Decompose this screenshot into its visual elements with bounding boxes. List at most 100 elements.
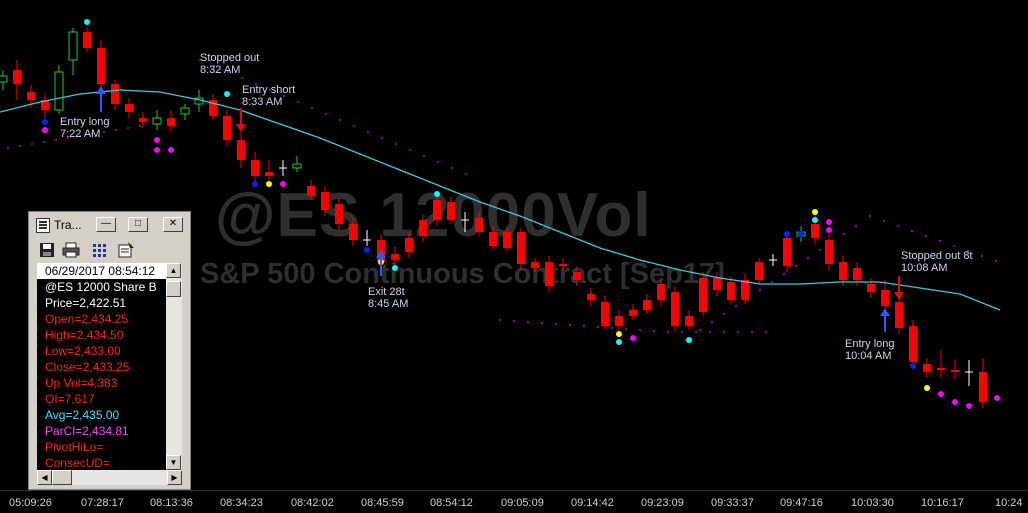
annotation-entry-long-1: Entry long 7:22 AM (60, 116, 110, 140)
candle-body-down (209, 100, 217, 116)
maximize-button[interactable]: □ (128, 217, 148, 232)
tracking-row-parcl: ParCl=2,434.81 (45, 424, 129, 438)
parabolic-dot (43, 141, 45, 143)
time-tick: 09:47:16 (780, 497, 823, 509)
scroll-right-icon[interactable]: ▶ (167, 470, 182, 485)
candle-body-down (657, 284, 665, 300)
candle-body-down (167, 118, 175, 126)
pivot-marker (252, 181, 258, 187)
parabolic-dot (451, 167, 453, 169)
parabolic-dot (67, 137, 69, 139)
scroll-up-icon[interactable]: ▲ (166, 263, 181, 278)
pivot-marker (224, 91, 230, 97)
parabolic-dot (765, 331, 767, 333)
tracking-row-symbol: @ES 12000 Share B (45, 280, 157, 294)
parabolic-dot (953, 245, 955, 247)
parabolic-dot (139, 125, 141, 127)
candle-body-down (349, 224, 357, 240)
parabolic-dot (227, 71, 229, 73)
grid-icon[interactable] (91, 241, 109, 259)
parabolic-dot (897, 225, 899, 227)
tracking-row-upvol: Up Vol=4,383 (45, 376, 118, 390)
time-tick: 08:45:59 (361, 497, 404, 509)
tracking-row-close: Close=2,433.25 (45, 360, 130, 374)
parabolic-dot (843, 233, 845, 235)
candle-body-down (97, 48, 105, 84)
minimize-button[interactable]: — (96, 217, 116, 232)
candle-body-down (587, 294, 595, 300)
parabolic-dot (311, 107, 313, 109)
parabolic-dot (925, 235, 927, 237)
parabolic-dot (681, 331, 683, 333)
parabolic-dot (653, 330, 655, 332)
pivot-marker (154, 137, 160, 143)
tracking-window[interactable]: Tra... — □ ✕ 06/29/2017 08:54:12 @ES 120… (28, 211, 191, 490)
parabolic-dot (911, 230, 913, 232)
parabolic-dot (241, 77, 243, 79)
tracking-row-low: Low=2,433.00 (45, 344, 121, 358)
pivot-marker (154, 147, 160, 153)
candle-body-down (27, 92, 35, 100)
time-tick: 09:23:09 (641, 497, 684, 509)
tracking-window-icon (36, 218, 50, 233)
candle-body-down (867, 284, 875, 292)
scroll-left-icon[interactable]: ◀ (37, 470, 52, 485)
pivot-marker (616, 339, 622, 345)
parabolic-dot (667, 331, 669, 333)
parabolic-dot (583, 325, 585, 327)
tracking-row-pivothilo: PivotHiLo= (45, 440, 104, 454)
pivot-marker (686, 337, 692, 343)
horizontal-scrollbar[interactable]: ◀ ▶ (37, 470, 182, 485)
watermark-description: S&P 500 Continuous Contract [Sep17] (200, 258, 725, 290)
pivot-marker (616, 331, 622, 337)
time-tick: 08:34:23 (220, 497, 263, 509)
parabolic-dot (409, 149, 411, 151)
hscroll-thumb[interactable] (52, 470, 72, 485)
candle-body-down (825, 240, 833, 264)
annotation-entry-short: Entry short 8:33 AM (242, 84, 296, 108)
parabolic-dot (213, 65, 215, 67)
scroll-down-icon[interactable]: ▼ (166, 455, 181, 470)
candle-body-down (335, 204, 343, 224)
candle-body-down (433, 200, 441, 220)
candle-body-down (391, 254, 399, 260)
tracking-window-title: Tra... (54, 218, 82, 232)
vertical-scrollbar[interactable]: ▲ ▼ (166, 263, 182, 470)
candle-body-down (979, 372, 987, 402)
candle-body-down (643, 300, 651, 310)
properties-icon[interactable] (117, 241, 135, 259)
scroll-thumb[interactable] (166, 281, 181, 297)
parabolic-dot (639, 329, 641, 331)
save-icon[interactable] (38, 241, 56, 259)
candle-body-down (923, 364, 931, 372)
pivot-marker (266, 181, 272, 187)
pivot-marker (910, 363, 916, 369)
tracking-window-titlebar[interactable]: Tra... — □ ✕ (30, 213, 189, 236)
annotation-stopped-out-1: Stopped out 8:32 AM (200, 52, 260, 76)
parabolic-dot (759, 289, 761, 291)
candle-body-down (713, 278, 721, 290)
tracking-values-list[interactable]: 06/29/2017 08:54:12 @ES 12000 Share B Pr… (37, 263, 166, 470)
candle-body-down (811, 224, 819, 238)
parabolic-dot (555, 323, 557, 325)
parabolic-dot (723, 331, 725, 333)
candle-body-up (54, 71, 64, 111)
candle-body-down (853, 268, 861, 280)
close-button[interactable]: ✕ (163, 217, 183, 232)
parabolic-dot (699, 329, 701, 331)
candle-body-down (111, 84, 119, 104)
pivot-marker (994, 395, 1000, 401)
parabolic-dot (91, 133, 93, 135)
print-icon[interactable] (62, 241, 80, 259)
candle-body-down (307, 186, 315, 196)
candle-body-up (68, 31, 78, 61)
candle-body-down (559, 264, 567, 266)
candle-body-down (951, 370, 959, 372)
watermark-symbol: @ES 12000Vol (215, 181, 652, 250)
parabolic-dot (711, 321, 713, 323)
tracking-row-oi: OI=7,617 (45, 392, 95, 406)
candle-body-down (783, 238, 791, 266)
candle-body-down (125, 104, 133, 112)
parabolic-dot (939, 240, 941, 242)
parabolic-dot (269, 89, 271, 91)
